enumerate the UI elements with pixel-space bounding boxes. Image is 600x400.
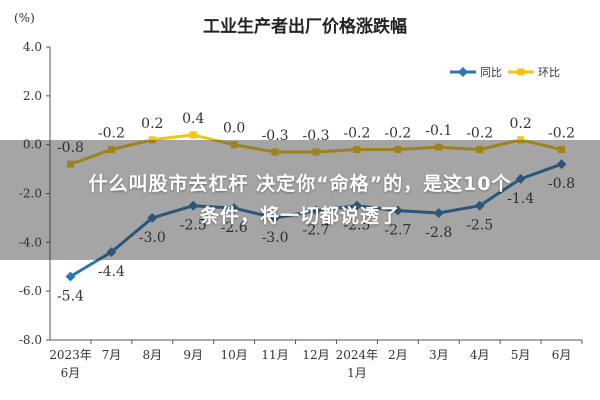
data-label-yoy: -2.5 xyxy=(466,218,493,234)
x-tick-label: 2月 xyxy=(388,348,408,362)
legend-marker xyxy=(458,67,468,77)
data-point-yoy xyxy=(270,212,281,223)
data-label-mom: -0.3 xyxy=(262,128,289,144)
data-label-yoy: -2.5 xyxy=(343,218,370,234)
data-label-mom: -0.3 xyxy=(303,128,330,144)
data-point-yoy xyxy=(515,173,526,184)
data-point-yoy xyxy=(311,205,321,216)
data-point-mom xyxy=(517,136,525,144)
data-label-mom: 0.2 xyxy=(509,116,531,132)
data-point-mom xyxy=(394,146,402,154)
y-tick-label: 4.0 xyxy=(23,40,42,54)
data-point-mom xyxy=(476,146,484,154)
data-point-yoy xyxy=(229,203,240,214)
data-label-mom: -0.8 xyxy=(57,140,84,156)
data-point-yoy xyxy=(474,200,485,211)
data-point-yoy xyxy=(188,200,199,211)
data-point-mom xyxy=(435,143,443,151)
headline-line-1: 什么叫股市去杠杆 决定你“命格”的，是这10个 xyxy=(88,173,512,195)
data-label-mom: -0.2 xyxy=(548,126,575,142)
x-tick-label: 9月 xyxy=(183,348,203,362)
legend: 同比 环比 xyxy=(450,66,560,79)
data-label-yoy: -2.5 xyxy=(180,218,207,234)
data-label-mom: -0.1 xyxy=(425,123,452,139)
data-label-yoy: -4.4 xyxy=(98,264,125,280)
chart-title: 工业生产者出厂价格涨跌幅 xyxy=(203,16,407,37)
data-label-mom: 0.0 xyxy=(223,121,245,137)
axes: 4.0 2.0 0.0 -2.0 -4.0 -6.0 -8.0 2023年 6月 7月 8月 9月 10… xyxy=(19,40,583,380)
x-tick-label: 4月 xyxy=(470,348,490,362)
data-label-yoy: -0.8 xyxy=(548,176,575,192)
y-tick-label: 2.0 xyxy=(23,89,42,103)
data-point-yoy xyxy=(351,200,362,211)
y-tick-label: -4.0 xyxy=(19,235,42,249)
x-tick-label: 6月 xyxy=(552,348,572,362)
data-point-yoy xyxy=(147,212,158,223)
data-point-mom xyxy=(312,148,320,156)
data-label-mom: -0.2 xyxy=(384,126,411,142)
y-tick-label: -8.0 xyxy=(19,333,42,347)
x-tick-label: 2023年 6月 xyxy=(49,348,92,380)
data-label-yoy: -1.4 xyxy=(507,191,534,207)
x-tick-label: 8月 xyxy=(142,348,162,362)
x-tick-label: 3月 xyxy=(429,348,449,362)
x-tick-label: 11月 xyxy=(261,348,288,362)
data-label-yoy: -3.0 xyxy=(262,230,289,246)
legend-label: 环比 xyxy=(538,66,560,79)
data-label-yoy: -3.0 xyxy=(139,230,166,246)
y-axis-unit: (%) xyxy=(14,11,35,25)
data-point-mom xyxy=(230,141,238,149)
x-tick-label: 12月 xyxy=(302,348,329,362)
data-point-mom xyxy=(107,146,115,154)
headline-banner[interactable]: 什么叫股市去杠杆 决定你“命格”的，是这10个 条件，将一切都说透了 xyxy=(0,140,600,260)
data-point-mom xyxy=(66,160,74,168)
y-tick-label: -6.0 xyxy=(19,284,42,298)
data-label-yoy: -2.6 xyxy=(221,220,248,236)
data-point-yoy xyxy=(392,205,403,216)
data-point-mom xyxy=(353,146,361,154)
data-point-mom xyxy=(558,146,566,154)
data-point-mom xyxy=(148,136,156,144)
data-label-mom: 0.2 xyxy=(141,116,163,132)
data-label-mom: -0.2 xyxy=(466,126,493,142)
data-label-yoy: -2.8 xyxy=(425,225,452,241)
y-tick-label: 0.0 xyxy=(23,138,42,152)
x-tick-label: 7月 xyxy=(102,348,122,362)
y-tick-label: -2.0 xyxy=(19,187,42,201)
headline-line-2: 条件，将一切都说透了 xyxy=(199,205,400,227)
data-label-mom: -0.2 xyxy=(343,126,370,142)
x-tick-label: 2024年 1月 xyxy=(336,348,379,380)
headline-text[interactable]: 什么叫股市去杠杆 决定你“命格”的，是这10个 条件，将一切都说透了 xyxy=(20,168,580,232)
data-label-yoy: -2.7 xyxy=(303,223,330,239)
x-tick-label: 5月 xyxy=(511,348,531,362)
data-label-mom: 0.4 xyxy=(182,111,204,127)
data-label-yoy: -2.7 xyxy=(384,223,411,239)
data-point-yoy xyxy=(433,208,444,218)
data-point-mom xyxy=(189,131,197,139)
legend-marker xyxy=(517,68,525,76)
data-point-mom xyxy=(271,148,279,156)
x-tick-label: 10月 xyxy=(221,348,248,362)
data-point-yoy xyxy=(106,247,117,258)
data-point-yoy xyxy=(556,159,567,170)
legend-label: 同比 xyxy=(480,66,502,79)
data-label-mom: -0.2 xyxy=(98,126,125,142)
data-label-yoy: -5.4 xyxy=(57,289,84,305)
series-layer: -5.4 -4.4 -3.0 -2.5 -2.6 -3.0 -2.7 -2.5 -2.7 -2.8… xyxy=(57,111,575,305)
